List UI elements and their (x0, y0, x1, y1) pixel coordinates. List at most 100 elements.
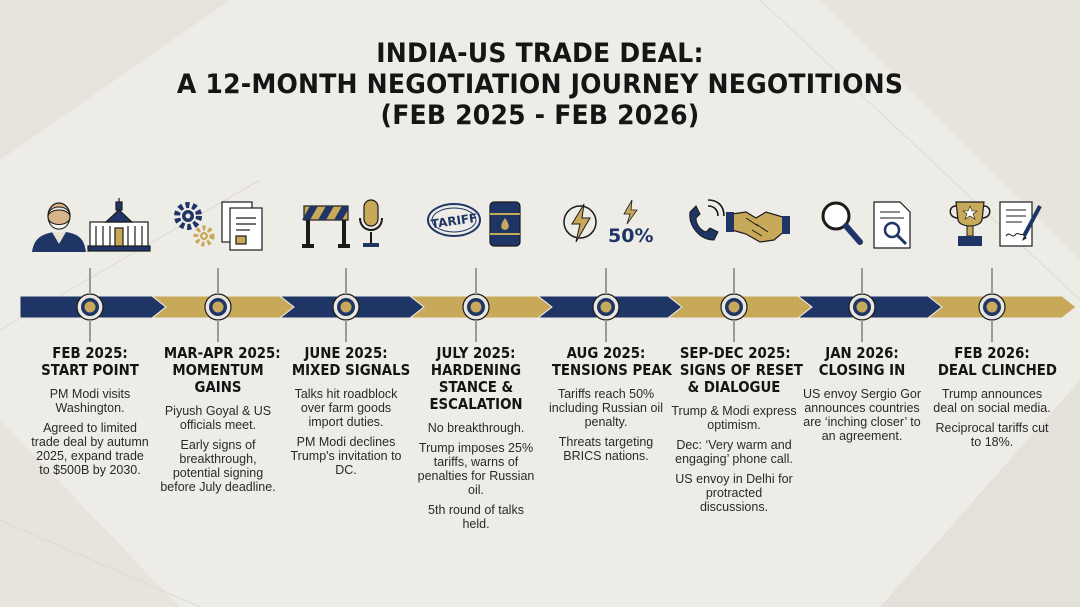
milestone-detail: Piyush Goyal & US officials meet. (164, 404, 272, 432)
timeline-node-1 (76, 293, 104, 321)
milestone-detail: Dec: ‘Very warm and engaging’ phone call… (675, 438, 793, 466)
documents-icon (221, 201, 263, 251)
title-line-2: A 12-MONTH NEGOTIATION JOURNEY NEGOTITIO… (176, 69, 904, 100)
timeline-tick-top-4 (475, 268, 477, 294)
milestone-detail: US envoy in Delhi for protracted discuss… (675, 472, 793, 514)
page-title: INDIA-US TRADE DEAL: A 12-MONTH NEGOTIAT… (0, 38, 1080, 131)
milestone-heading-line: CLOSING IN (818, 361, 906, 379)
percent-label: 50% (608, 225, 653, 247)
timeline-node-5 (592, 293, 620, 321)
lightning-icon (563, 203, 597, 243)
milestone-detail: 5th round of talks held. (428, 503, 524, 531)
milestone-heading-line: MIXED SIGNALS (291, 361, 411, 379)
milestone-2-icons (170, 196, 270, 252)
milestone-heading-line: GAINS (194, 378, 242, 396)
timeline-tick-bottom-5 (605, 320, 607, 342)
title-line-1: INDIA-US TRADE DEAL: (376, 38, 704, 69)
milestone-heading-line: JAN 2026: (825, 344, 899, 362)
signed-document-icon (999, 201, 1042, 247)
microphone-icon (359, 199, 383, 247)
timeline-tick-bottom-6 (733, 320, 735, 342)
timeline-tick-bottom-1 (89, 320, 91, 342)
milestone-detail: No breakthrough. (427, 421, 525, 435)
timeline-node-8 (978, 293, 1006, 321)
milestone-5-icons: 50% (562, 196, 662, 252)
milestone-heading-line: STANCE & (438, 378, 514, 396)
milestone-detail: Agreed to limited trade deal by autumn 2… (31, 421, 149, 477)
white-house-icon (87, 198, 151, 252)
timeline-tick-bottom-2 (217, 320, 219, 342)
milestone-heading-line: FEB 2026: (954, 344, 1030, 362)
title-line-3: (FEB 2025 - FEB 2026) (380, 100, 700, 131)
timeline-node-6 (720, 293, 748, 321)
milestone-heading-line: & DIALOGUE (687, 378, 781, 396)
milestone-detail: Trump imposes 25% tariffs, warns of pena… (417, 441, 535, 497)
milestone-heading-line: FEB 2025: (52, 344, 128, 362)
timeline-tick-bottom-7 (861, 320, 863, 342)
milestone-heading-line: START POINT (41, 361, 139, 379)
timeline-node-3 (332, 293, 360, 321)
milestone-7: JAN 2026: CLOSING IN US envoy Sergio Gor a… (799, 345, 925, 449)
timeline-tick-top-2 (217, 268, 219, 294)
milestone-3-icons (298, 196, 390, 252)
timeline-tick-top-3 (345, 268, 347, 294)
milestone-detail: Talks hit roadblock over farm goods impo… (294, 387, 398, 429)
milestone-heading-line: SIGNS OF RESET (679, 361, 803, 379)
timeline-tick-top-8 (991, 268, 993, 294)
milestone-heading-line: HARDENING (430, 361, 522, 379)
timeline-tick-top-1 (89, 268, 91, 294)
gears-icon (174, 202, 215, 247)
milestone-heading-line: MAR-APR 2025: (163, 344, 281, 362)
timeline-ribbon (0, 290, 1080, 324)
milestone-detail: Tariffs reach 50% including Russian oil … (549, 387, 663, 429)
milestone-detail: US envoy Sergio Gor announces countries … (802, 387, 922, 443)
timeline-tick-top-6 (733, 268, 735, 294)
tariff-stamp-label: TARIFF (430, 211, 478, 231)
document-search-icon (873, 201, 911, 249)
milestone-4: JULY 2025: HARDENING STANCE & ESCALATION No … (413, 345, 539, 537)
milestone-2: MAR-APR 2025: MOMENTUM GAINS Piyush Goyal &… (155, 345, 281, 500)
milestone-detail: Trump & Modi express optimism. (671, 404, 797, 432)
milestone-5: AUG 2025: TENSIONS PEAK Tariffs reach 50% … (543, 344, 672, 469)
handshake-icon (726, 211, 790, 243)
timeline-node-2 (204, 293, 232, 321)
milestone-detail: Trump announces deal on social media. (933, 387, 1051, 415)
timeline-tick-bottom-4 (475, 320, 477, 342)
timeline-tick-top-7 (861, 268, 863, 294)
magnifier-icon (821, 201, 863, 245)
modi-portrait-icon (32, 202, 86, 252)
timeline-tick-top-5 (605, 268, 607, 294)
timeline-node-7 (848, 293, 876, 321)
trophy-icon (949, 201, 991, 246)
milestone-heading-line: JUNE 2025: (304, 344, 388, 362)
milestone-detail: Threats targeting BRICS nations. (558, 435, 654, 463)
milestone-4-icons: TARIFF (426, 196, 526, 252)
milestone-6: SEP-DEC 2025: SIGNS OF RESET & DIALOGUE Tru… (671, 344, 803, 520)
milestone-heading-line: SEP-DEC 2025: (679, 344, 791, 362)
roadblock-icon (302, 205, 350, 248)
milestone-detail: PM Modi declines Trump's invitation to D… (290, 435, 402, 477)
milestone-detail: Early signs of breakthrough, potential s… (160, 438, 276, 494)
tariff-stamp-icon: TARIFF (427, 203, 481, 237)
timeline-node-4 (462, 293, 490, 321)
milestone-7-icons (816, 196, 916, 252)
milestone-heading-line: AUG 2025: (566, 344, 646, 362)
phone-icon (689, 199, 725, 241)
oil-barrel-icon (489, 201, 521, 247)
milestone-heading-line: MOMENTUM (172, 361, 264, 379)
milestone-1: FEB 2025: START POINT PM Modi visits Washi… (30, 345, 150, 483)
milestone-heading-line: ESCALATION (429, 395, 523, 413)
timeline-tick-bottom-3 (345, 320, 347, 342)
lightning-small-icon (623, 199, 638, 225)
milestone-heading-line: TENSIONS PEAK (551, 361, 672, 379)
milestone-8-icons (944, 196, 1044, 252)
milestone-heading-line: DEAL CLINCHED (937, 361, 1057, 379)
milestone-1-icons (28, 196, 152, 252)
milestone-heading-line: JULY 2025: (436, 344, 516, 362)
milestone-6-icons (682, 196, 790, 252)
milestone-detail: PM Modi visits Washington. (49, 387, 131, 415)
milestone-8: FEB 2026: DEAL CLINCHED Trump announces de… (929, 344, 1057, 455)
milestone-3: JUNE 2025: MIXED SIGNALS Talks hit roadblo… (283, 344, 411, 483)
milestone-detail: Reciprocal tariffs cut to 18%. (935, 421, 1049, 449)
